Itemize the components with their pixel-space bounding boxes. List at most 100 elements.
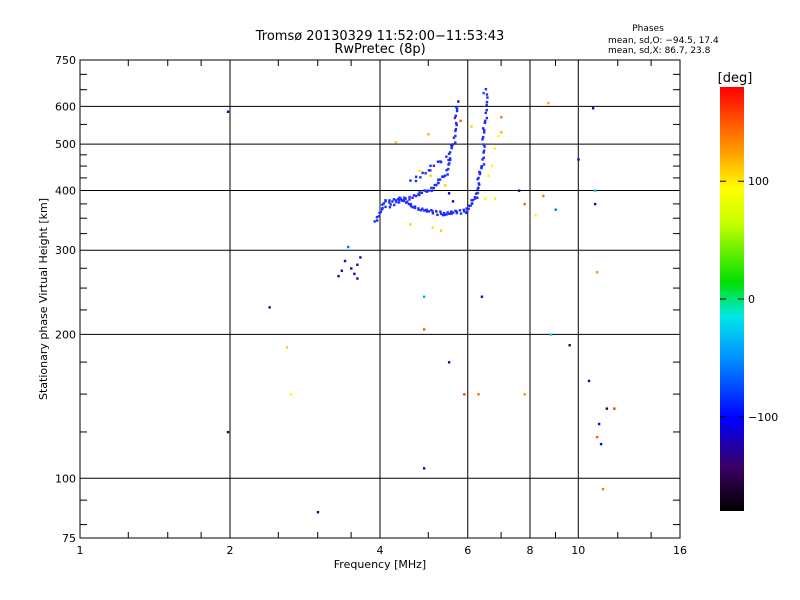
trace-point bbox=[419, 176, 422, 179]
data-point bbox=[490, 165, 494, 168]
trace-point bbox=[483, 145, 486, 148]
data-point bbox=[568, 344, 571, 347]
data-point bbox=[587, 379, 591, 383]
trace-point bbox=[431, 212, 435, 215]
trace-point bbox=[435, 209, 438, 213]
trace-point bbox=[409, 179, 412, 182]
trace-point bbox=[450, 210, 453, 213]
plot-frame bbox=[79, 59, 681, 539]
trace-point bbox=[452, 211, 455, 214]
trace-point bbox=[407, 202, 411, 206]
y-tick-label: 500 bbox=[55, 138, 76, 151]
trace-point bbox=[474, 192, 478, 195]
trace-point bbox=[421, 207, 424, 210]
trace-point bbox=[398, 196, 401, 199]
trace-point bbox=[443, 174, 447, 177]
trace-point bbox=[448, 212, 451, 215]
trace-point bbox=[467, 207, 470, 210]
trace-point bbox=[482, 149, 486, 152]
trace-point bbox=[412, 194, 416, 197]
data-point bbox=[523, 202, 526, 206]
trace-point bbox=[455, 107, 459, 111]
data-points bbox=[226, 91, 616, 514]
trace-point bbox=[450, 146, 453, 150]
trace-point bbox=[381, 206, 384, 210]
phase-info-x: mean, sd,X: 86.7, 23.8 bbox=[608, 46, 711, 56]
trace-point bbox=[404, 197, 407, 200]
x-tick-label: 8 bbox=[527, 544, 534, 557]
trace-point bbox=[400, 199, 404, 202]
data-point bbox=[523, 393, 526, 396]
data-point bbox=[394, 141, 398, 144]
trace-point bbox=[481, 136, 485, 139]
trace-point bbox=[484, 119, 487, 123]
data-point bbox=[480, 295, 484, 298]
trace-point bbox=[427, 189, 430, 192]
trace-point bbox=[417, 207, 420, 210]
data-point bbox=[577, 158, 580, 161]
colorbar-tick-label: 0 bbox=[748, 293, 755, 306]
trace-point bbox=[447, 167, 450, 171]
data-point bbox=[422, 467, 426, 470]
data-point bbox=[597, 422, 601, 426]
trace-point bbox=[435, 183, 438, 187]
data-point bbox=[418, 169, 421, 173]
data-point bbox=[493, 147, 497, 150]
trace-point bbox=[482, 156, 485, 159]
data-point bbox=[443, 184, 447, 187]
data-point bbox=[500, 115, 503, 119]
trace-point bbox=[419, 209, 423, 212]
trace-point bbox=[418, 193, 421, 197]
trace-point bbox=[447, 163, 450, 166]
trace-point bbox=[481, 127, 485, 130]
trace-point bbox=[455, 210, 458, 213]
trace-point bbox=[455, 109, 459, 113]
trace-point bbox=[480, 166, 483, 170]
data-point bbox=[346, 245, 350, 249]
trace-point bbox=[453, 116, 457, 120]
trace-point bbox=[462, 208, 465, 212]
trace-point bbox=[466, 210, 469, 213]
trace-point bbox=[436, 213, 439, 217]
data-point bbox=[605, 407, 609, 410]
colorbar-ticks: 100 0 −100 bbox=[720, 175, 778, 424]
trace-point bbox=[414, 179, 418, 183]
trace-point bbox=[481, 158, 484, 161]
data-point bbox=[613, 407, 616, 410]
trace-point bbox=[483, 121, 487, 124]
trace-point bbox=[430, 186, 433, 190]
trace-point bbox=[454, 134, 457, 138]
trace-point bbox=[450, 212, 453, 215]
data-point bbox=[554, 208, 557, 211]
trace-point bbox=[413, 206, 417, 210]
data-point bbox=[289, 393, 293, 396]
x-tick-label: 6 bbox=[464, 544, 471, 557]
trace-point bbox=[398, 198, 401, 202]
trace-point bbox=[429, 164, 432, 168]
trace-point bbox=[445, 155, 448, 158]
trace-point bbox=[476, 177, 479, 181]
trace-point bbox=[431, 210, 434, 213]
trace-point bbox=[482, 128, 486, 132]
trace-point bbox=[422, 209, 426, 212]
trace-point bbox=[445, 213, 448, 216]
y-tick-label: 300 bbox=[55, 244, 76, 257]
trace-point bbox=[482, 143, 486, 146]
trace-point bbox=[445, 168, 448, 172]
trace-point bbox=[388, 206, 392, 209]
y-tick-label: 75 bbox=[62, 532, 76, 545]
x-axis-label: Frequency [MHz] bbox=[334, 558, 426, 571]
data-point bbox=[427, 133, 430, 136]
x-tick-label: 10 bbox=[571, 544, 585, 557]
y-tick-label: 400 bbox=[55, 184, 76, 197]
trace-point bbox=[399, 197, 403, 200]
trace-point bbox=[482, 163, 486, 166]
trace-point bbox=[439, 210, 442, 213]
trace-point bbox=[429, 169, 432, 172]
trace-point bbox=[446, 211, 449, 214]
data-point bbox=[463, 393, 466, 396]
data-point bbox=[496, 135, 500, 138]
data-point bbox=[316, 511, 320, 514]
trace-point bbox=[377, 215, 381, 218]
data-point bbox=[517, 189, 521, 192]
